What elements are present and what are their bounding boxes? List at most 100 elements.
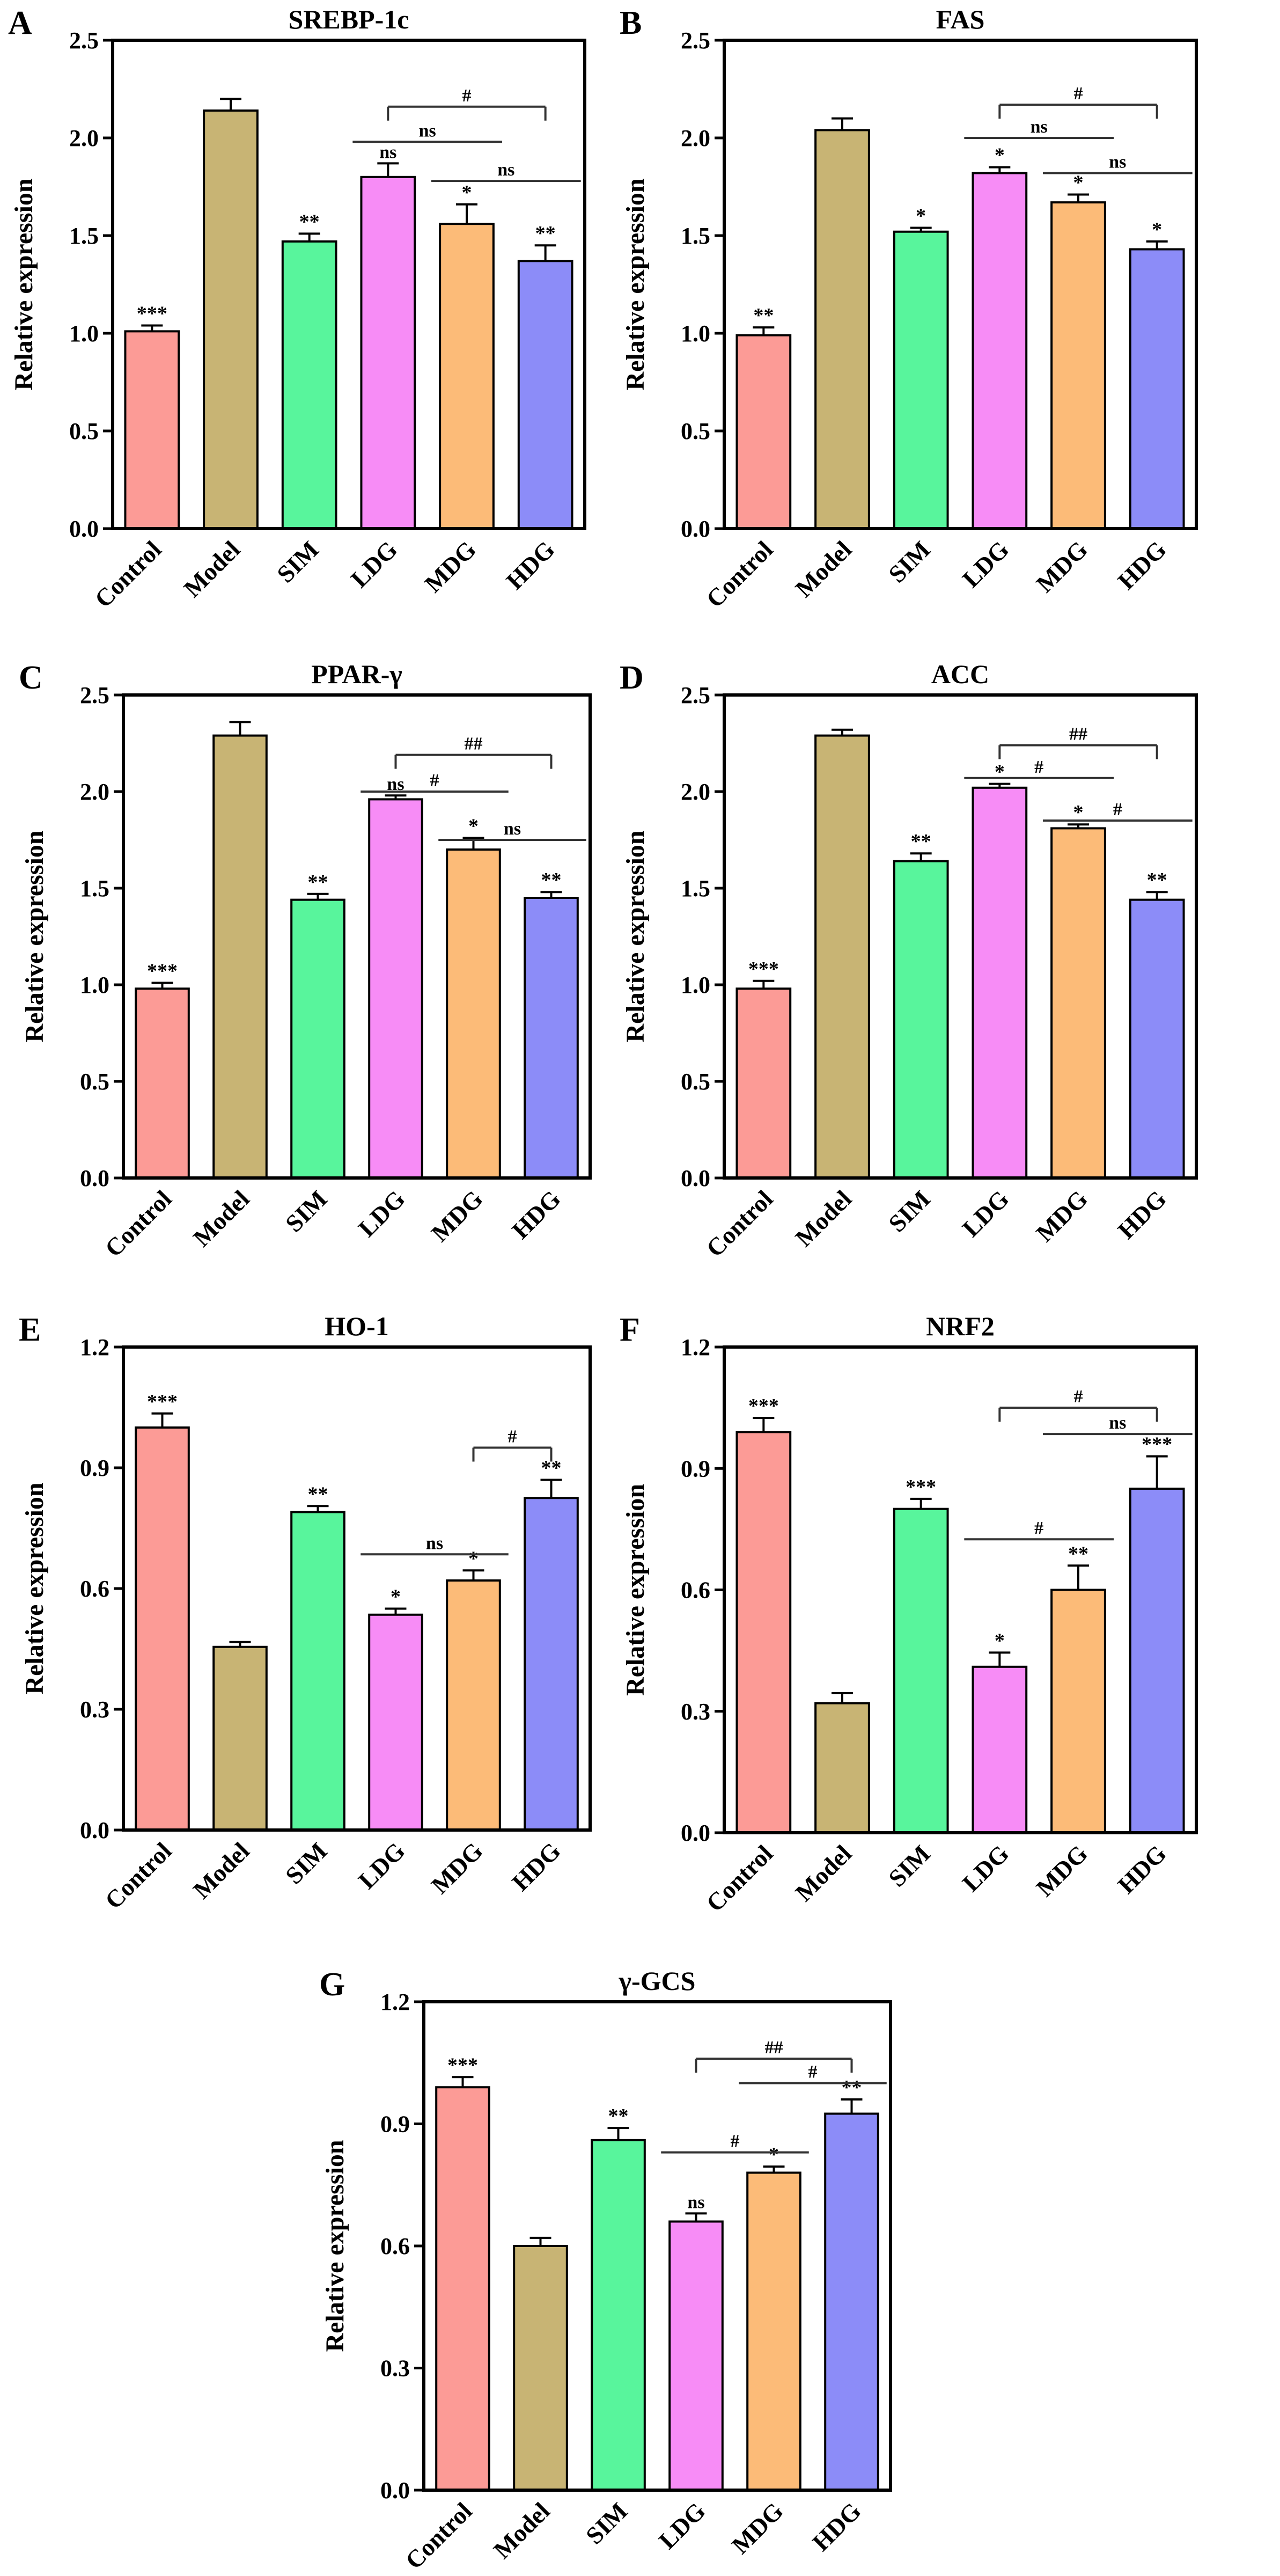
significance-marker: ns bbox=[687, 2192, 704, 2212]
y-tick-label: 2.5 bbox=[681, 682, 710, 708]
y-tick-label: 0.0 bbox=[69, 516, 99, 542]
chart-title: HO-1 bbox=[325, 1311, 388, 1341]
bar-Control bbox=[735, 1431, 792, 1834]
y-tick-label: 1.5 bbox=[80, 875, 109, 902]
x-tick-label: Model bbox=[178, 536, 245, 603]
x-tick-label: MDG bbox=[1031, 1185, 1093, 1247]
panel-B: B FAS Relative expression 0.0 0.5 1.0 1.5 2.0 2.… bbox=[620, 4, 1198, 613]
comparison-label: ns bbox=[1031, 117, 1048, 137]
y-tick-label: 0.0 bbox=[80, 1165, 109, 1191]
bar-HDG bbox=[517, 260, 573, 530]
significance-marker: ** bbox=[753, 304, 774, 327]
significance-marker: ** bbox=[535, 222, 556, 245]
y-tick-label: 0.6 bbox=[380, 2233, 410, 2259]
x-tick-label: HDG bbox=[501, 536, 560, 595]
plot-frame bbox=[122, 1345, 592, 1832]
x-tick-label: Control bbox=[701, 1185, 778, 1262]
significance-marker: *** bbox=[147, 960, 178, 982]
bar-SIM bbox=[893, 230, 949, 530]
y-tick-label: 0.5 bbox=[80, 1069, 109, 1095]
bar-SIM bbox=[591, 2139, 646, 2491]
plot-frame bbox=[723, 693, 1198, 1180]
bar-Control bbox=[735, 987, 792, 1179]
y-tick-label: 0.9 bbox=[681, 1455, 710, 1482]
chart-title: NRF2 bbox=[926, 1311, 995, 1341]
significance-marker: ** bbox=[541, 869, 562, 891]
chart-title: ACC bbox=[931, 659, 989, 689]
y-tick-label: 1.0 bbox=[69, 320, 99, 347]
bar-Control bbox=[435, 2086, 490, 2491]
bar-HDG bbox=[524, 1497, 579, 1831]
x-tick-label: SIM bbox=[883, 1185, 936, 1238]
y-tick-label: 2.5 bbox=[80, 682, 109, 708]
x-tick-label: Control bbox=[701, 536, 778, 613]
x-tick-label: LDG bbox=[353, 1837, 410, 1894]
comparison-label: ns bbox=[497, 160, 514, 180]
bar-MDG bbox=[1050, 201, 1106, 530]
x-tick-label: MDG bbox=[426, 1185, 488, 1247]
x-tick-label: Model bbox=[188, 1185, 255, 1252]
significance-marker: ** bbox=[308, 871, 328, 894]
comparison-label: # bbox=[508, 1427, 517, 1447]
y-axis-label: Relative expression bbox=[621, 178, 650, 390]
x-tick-label: SIM bbox=[883, 536, 936, 588]
bar-Model bbox=[212, 734, 268, 1179]
x-tick-label: Model bbox=[790, 536, 857, 603]
x-tick-label: LDG bbox=[957, 1185, 1014, 1242]
significance-marker: ** bbox=[1068, 1542, 1088, 1565]
chart-title: PPAR-γ bbox=[311, 659, 402, 689]
y-tick-label: 2.5 bbox=[681, 27, 710, 54]
significance-marker: * bbox=[468, 1547, 479, 1570]
y-tick-label: 0.3 bbox=[681, 1699, 710, 1725]
panel-letter: A bbox=[8, 5, 32, 41]
x-tick-label: LDG bbox=[353, 1185, 410, 1242]
bar-HDG bbox=[1129, 898, 1185, 1179]
bar-MDG bbox=[446, 848, 501, 1179]
bar-Control bbox=[124, 330, 180, 530]
y-tick-label: 1.2 bbox=[380, 1989, 410, 2015]
x-tick-label: LDG bbox=[957, 1840, 1014, 1897]
bar-LDG bbox=[972, 786, 1028, 1180]
y-tick-label: 2.0 bbox=[681, 779, 710, 805]
y-tick-label: 0.0 bbox=[80, 1817, 109, 1843]
y-tick-label: 1.5 bbox=[681, 875, 710, 902]
bar-SIM bbox=[290, 1511, 345, 1831]
x-tick-label: HDG bbox=[506, 1837, 565, 1896]
comparison-label: ns bbox=[419, 121, 436, 141]
significance-marker: * bbox=[1073, 801, 1084, 824]
x-tick-label: MDG bbox=[426, 1837, 488, 1899]
comparison-label: ## bbox=[465, 734, 483, 754]
x-tick-label: MDG bbox=[726, 2497, 789, 2559]
chart-title: γ-GCS bbox=[619, 1966, 696, 1996]
significance-marker: * bbox=[468, 815, 479, 837]
bar-Control bbox=[735, 334, 792, 530]
bar-MDG bbox=[439, 223, 495, 530]
bar-LDG bbox=[368, 798, 423, 1179]
plot-frame bbox=[422, 2000, 892, 2492]
y-tick-label: 0.9 bbox=[380, 2111, 410, 2138]
x-tick-label: SIM bbox=[280, 1185, 333, 1238]
significance-marker: * bbox=[769, 2143, 779, 2166]
x-tick-label: Model bbox=[790, 1185, 857, 1252]
y-tick-label: 0.6 bbox=[681, 1577, 710, 1604]
y-tick-label: 0.5 bbox=[681, 418, 710, 444]
x-tick-label: Control bbox=[90, 536, 167, 613]
chart-title: SREBP-1c bbox=[289, 4, 409, 34]
y-tick-label: 2.0 bbox=[69, 125, 99, 151]
y-tick-label: 2.0 bbox=[681, 125, 710, 151]
y-tick-label: 0.6 bbox=[80, 1576, 109, 1602]
significance-marker: *** bbox=[447, 2054, 478, 2076]
significance-marker: * bbox=[1073, 172, 1084, 194]
bar-LDG bbox=[360, 175, 416, 530]
y-axis-label: Relative expression bbox=[621, 830, 650, 1042]
y-tick-label: 2.5 bbox=[69, 27, 99, 54]
x-tick-label: SIM bbox=[580, 2497, 633, 2550]
bar-HDG bbox=[824, 2112, 879, 2492]
x-tick-label: HDG bbox=[1113, 536, 1172, 595]
plot-frame bbox=[122, 693, 592, 1180]
x-tick-label: Control bbox=[701, 1840, 778, 1917]
y-tick-label: 0.0 bbox=[681, 1820, 710, 1846]
y-tick-label: 0.3 bbox=[380, 2355, 410, 2382]
bar-MDG bbox=[446, 1579, 501, 1831]
x-tick-label: LDG bbox=[345, 536, 403, 593]
